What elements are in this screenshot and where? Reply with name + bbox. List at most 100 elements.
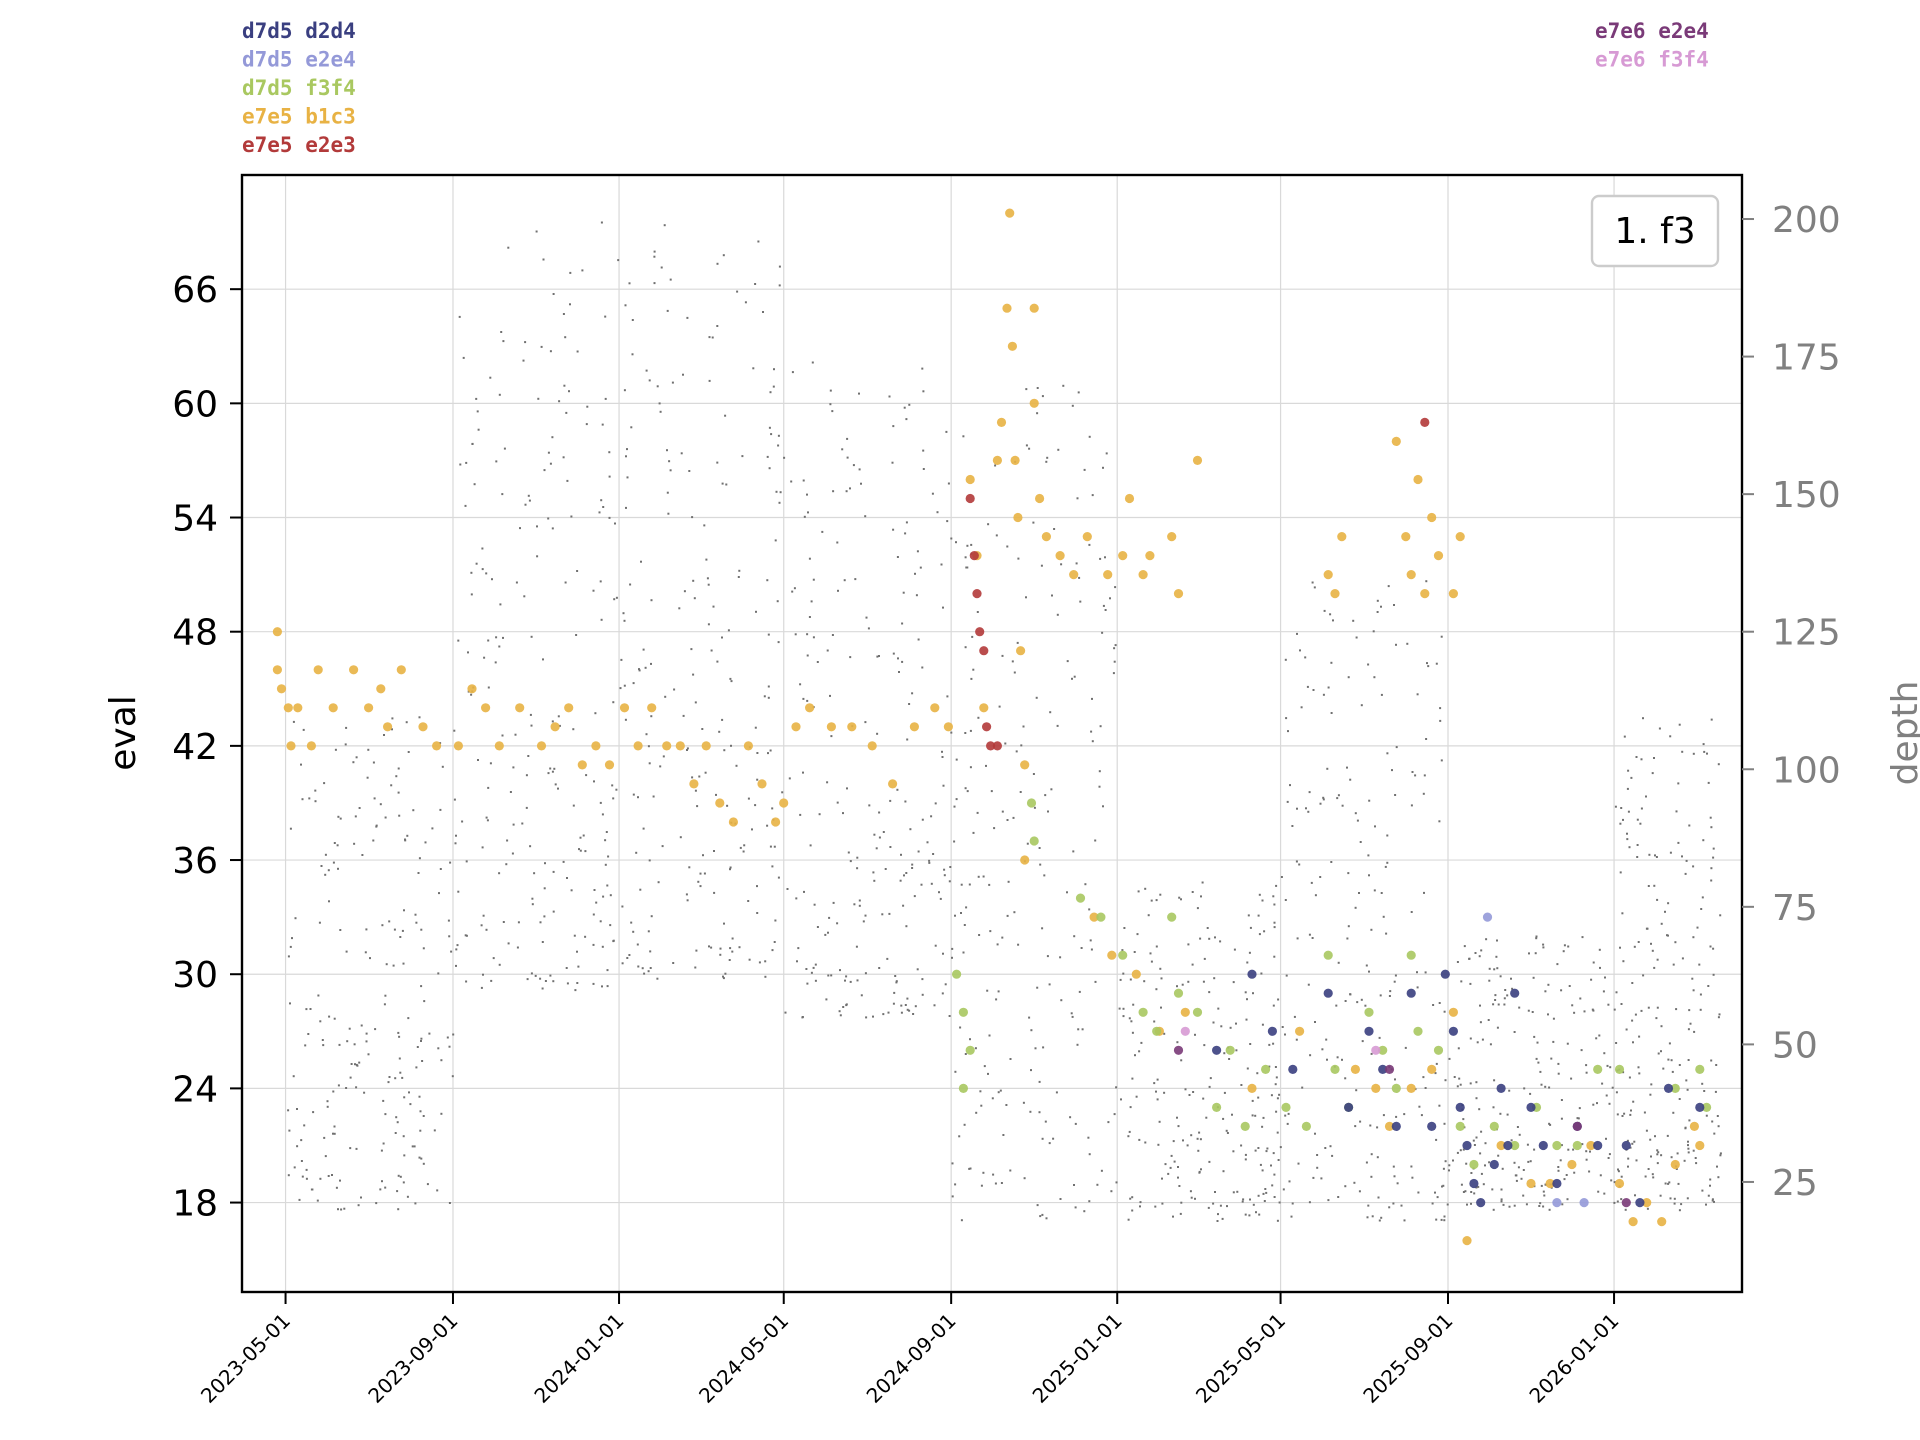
depth-point <box>1480 1172 1483 1175</box>
depth-point <box>777 444 780 447</box>
depth-point <box>1572 1148 1575 1151</box>
depth-point <box>816 926 819 928</box>
depth-point <box>1173 1160 1176 1163</box>
y-tick-label: 18 <box>172 1184 218 1225</box>
depth-point <box>1190 1134 1193 1137</box>
depth-point <box>1388 1206 1391 1209</box>
depth-point <box>446 1036 449 1039</box>
depth-point <box>361 854 364 856</box>
depth-point <box>543 469 546 472</box>
depth-point <box>1131 1209 1134 1212</box>
depth-point <box>647 970 650 973</box>
depth-point <box>635 851 638 854</box>
eval-point <box>1131 969 1141 979</box>
depth-point <box>860 994 863 997</box>
depth-point <box>691 776 694 779</box>
depth-point <box>332 1090 335 1093</box>
depth-point <box>569 271 572 274</box>
depth-point <box>1032 521 1035 524</box>
depth-point <box>1443 1215 1446 1218</box>
depth-point <box>480 924 483 927</box>
depth-point <box>1090 730 1093 733</box>
depth-point <box>1476 1041 1479 1044</box>
depth-point <box>464 934 467 937</box>
eval-point <box>1016 646 1026 656</box>
depth-point <box>1647 1168 1650 1170</box>
depth-point <box>345 1087 348 1089</box>
depth-point <box>621 905 624 908</box>
depth-point <box>294 917 297 920</box>
depth-point <box>1312 689 1315 691</box>
depth-point <box>767 696 770 699</box>
depth-point <box>1122 1007 1125 1010</box>
depth-point <box>477 428 480 431</box>
eval-point <box>1020 760 1030 770</box>
depth-point <box>1344 1000 1347 1002</box>
depth-point <box>1322 796 1325 799</box>
y2-tick-label: 125 <box>1772 613 1841 654</box>
depth-point <box>1710 826 1713 829</box>
eval-point <box>1455 532 1465 542</box>
depth-point <box>1160 977 1163 980</box>
depth-point <box>1370 1052 1373 1055</box>
depth-point <box>543 887 546 890</box>
depth-point <box>955 798 958 801</box>
depth-point <box>1497 1154 1500 1157</box>
depth-point <box>1034 1047 1037 1050</box>
legend-entry: e7e5 b1c3 <box>242 105 356 129</box>
depth-point <box>1367 854 1370 857</box>
depth-point <box>982 875 985 878</box>
depth-point <box>539 977 542 980</box>
depth-point <box>1557 1062 1560 1065</box>
depth-point <box>1613 1181 1616 1184</box>
depth-point <box>1070 1012 1073 1015</box>
depth-point <box>721 482 724 485</box>
depth-point <box>397 1031 400 1034</box>
depth-point <box>418 716 421 719</box>
depth-point <box>757 240 760 243</box>
depth-point <box>1479 1152 1482 1155</box>
depth-point <box>942 952 944 955</box>
depth-point <box>1155 945 1158 948</box>
depth-point <box>663 224 666 227</box>
depth-point <box>849 980 852 983</box>
depth-point <box>1605 1094 1608 1097</box>
depth-point <box>1222 1117 1225 1120</box>
depth-point <box>713 850 715 852</box>
depth-point <box>1604 976 1606 979</box>
depth-point <box>402 1135 405 1138</box>
depth-point <box>826 649 829 652</box>
depth-point <box>1102 805 1104 808</box>
depth-point <box>1326 767 1329 770</box>
depth-point <box>652 795 655 798</box>
depth-point <box>1392 1202 1395 1205</box>
depth-point <box>997 1091 1000 1094</box>
depth-point <box>1212 1021 1215 1024</box>
depth-point <box>397 1174 400 1177</box>
depth-point <box>1041 395 1044 398</box>
depth-point <box>1030 1029 1033 1032</box>
eval-point <box>965 493 975 504</box>
depth-point <box>1187 943 1190 946</box>
depth-point <box>1493 968 1496 971</box>
depth-point <box>1667 1058 1670 1061</box>
depth-point <box>1423 891 1425 894</box>
depth-point <box>1687 1147 1690 1150</box>
depth-point <box>1620 1003 1623 1005</box>
depth-point <box>1644 1175 1647 1178</box>
depth-point <box>1098 785 1101 788</box>
eval-point <box>1695 1140 1705 1151</box>
depth-point <box>795 897 798 900</box>
depth-point <box>462 356 465 359</box>
eval-point <box>965 474 975 485</box>
depth-point <box>585 423 588 426</box>
depth-point <box>1470 1191 1473 1193</box>
x-tick-label: 2023-05-01 <box>196 1309 295 1408</box>
depth-point <box>1531 1011 1534 1013</box>
depth-point <box>980 1104 983 1107</box>
depth-point <box>781 791 784 794</box>
depth-point <box>955 541 957 544</box>
depth-point <box>500 331 503 333</box>
depth-point <box>320 865 323 867</box>
depth-point <box>332 861 335 864</box>
